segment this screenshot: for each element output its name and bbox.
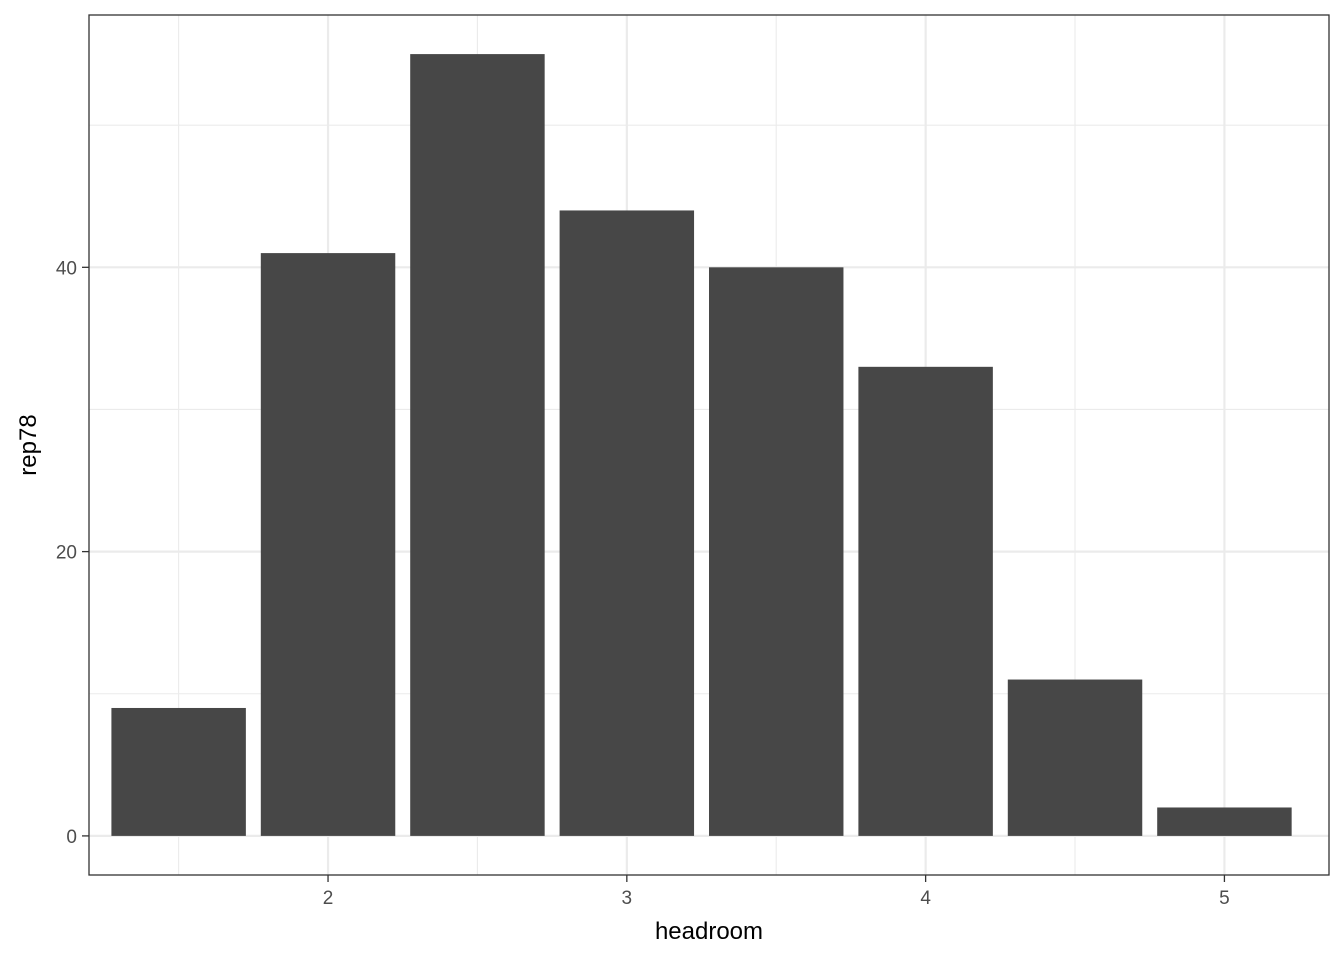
bar <box>709 267 844 836</box>
y-tick-label: 40 <box>56 258 77 279</box>
y-axis: 0 20 40 <box>56 258 89 848</box>
x-tick-label: 2 <box>323 888 334 909</box>
x-tick-label: 4 <box>920 888 931 909</box>
panel-border <box>88 14 1330 876</box>
bars <box>111 54 1292 836</box>
bar <box>260 253 396 836</box>
y-tick-label: 0 <box>66 827 77 848</box>
x-axis: 2 3 4 5 <box>323 875 1230 909</box>
y-tick-label: 20 <box>56 543 77 564</box>
bar <box>111 707 246 836</box>
y-axis-title: rep78 <box>15 414 42 475</box>
bar <box>559 210 695 836</box>
x-tick-label: 5 <box>1219 888 1230 909</box>
x-tick-label: 3 <box>622 888 633 909</box>
bar <box>1007 679 1143 836</box>
bar <box>1157 807 1292 836</box>
bar <box>858 366 993 836</box>
x-axis-title: headroom <box>655 918 763 945</box>
bar <box>410 54 545 836</box>
